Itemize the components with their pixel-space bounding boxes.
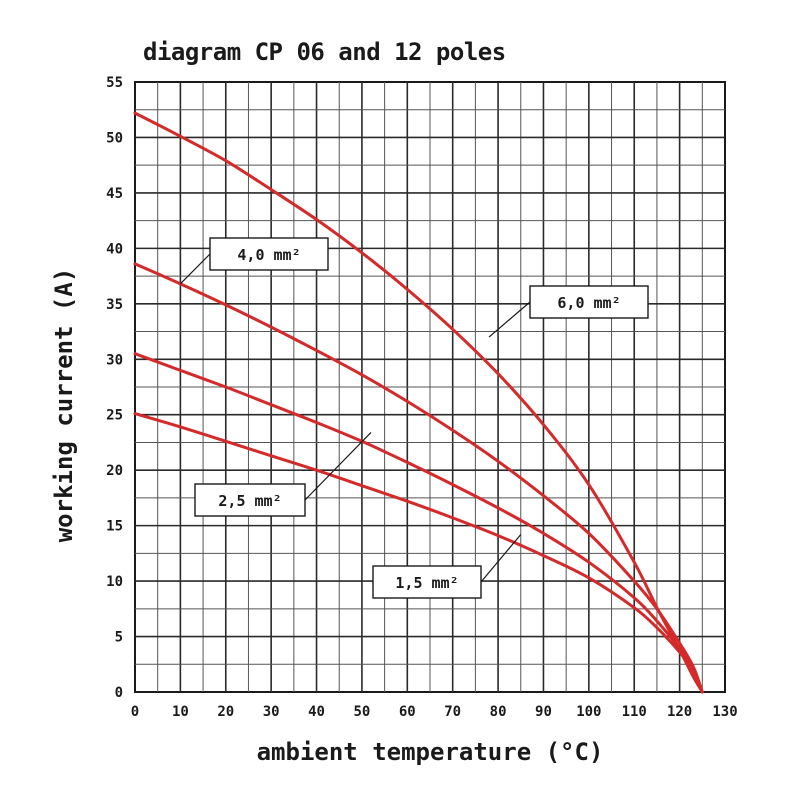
- annotation-leader: [480, 534, 522, 583]
- annotation-leader: [488, 301, 531, 338]
- annotation-label: 2,5 mm²: [218, 492, 281, 510]
- y-tick-label: 30: [106, 352, 123, 368]
- x-tick-label: 100: [576, 704, 601, 720]
- x-tick-label: 120: [667, 704, 692, 720]
- annotation-label: 1,5 mm²: [395, 574, 458, 592]
- series-line-15: [133, 412, 704, 694]
- annotation-label: 6,0 mm²: [557, 294, 620, 312]
- tick-labels: 0 10 20 30 40 50 60 70 80 90 100 110 120 130 0 5 10 15 20 2…: [106, 75, 738, 720]
- y-tick-label: 25: [106, 408, 123, 424]
- annotation-box: [372, 565, 482, 599]
- annotation-leader: [179, 253, 211, 285]
- y-tick-label: 50: [106, 130, 123, 146]
- annotation-box: [209, 237, 329, 271]
- x-tick-label: 70: [444, 704, 461, 720]
- series-line-40: [133, 262, 704, 694]
- x-tick-label: 60: [399, 704, 416, 720]
- y-tick-label: 5: [115, 630, 123, 646]
- x-tick-label: 40: [308, 704, 325, 720]
- annotation-label: 4,0 mm²: [237, 246, 300, 264]
- annotations: 4,0 mm² 6,0 mm² 2,5 mm² 1,5 mm²: [179, 237, 649, 599]
- y-tick-label: 0: [115, 685, 123, 701]
- y-tick-label: 10: [106, 574, 123, 590]
- y-tick-label: 45: [106, 186, 123, 202]
- chart-title: diagram CP 06 and 12 poles: [143, 38, 506, 66]
- x-tick-label: 130: [712, 704, 737, 720]
- x-axis-label: ambient temperature (°C): [257, 738, 604, 766]
- annotation-box: [529, 285, 649, 319]
- x-tick-label: 20: [217, 704, 234, 720]
- y-tick-label: 35: [106, 297, 123, 313]
- series-lines: [133, 111, 704, 694]
- x-tick-label: 0: [131, 704, 139, 720]
- y-tick-label: 40: [106, 241, 123, 257]
- annotation-leader: [304, 432, 372, 501]
- x-tick-label: 80: [490, 704, 507, 720]
- y-tick-label: 15: [106, 519, 123, 535]
- x-tick-label: 10: [172, 704, 189, 720]
- x-tick-label: 110: [622, 704, 647, 720]
- annotation-box: [194, 483, 306, 517]
- x-tick-label: 30: [263, 704, 280, 720]
- y-tick-label: 55: [106, 75, 123, 91]
- y-axis-label: working current (A): [50, 268, 78, 543]
- y-tick-label: 20: [106, 463, 123, 479]
- x-tick-label: 90: [535, 704, 552, 720]
- series-line-60: [133, 111, 704, 694]
- series-line-25: [133, 352, 704, 694]
- x-tick-label: 50: [353, 704, 370, 720]
